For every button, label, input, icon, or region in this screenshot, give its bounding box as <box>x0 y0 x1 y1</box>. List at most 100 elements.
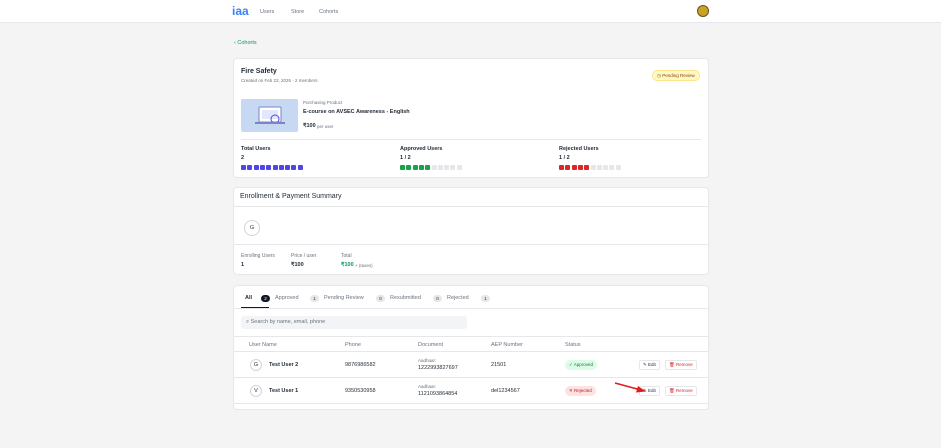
phone: 9876986582 <box>345 362 376 368</box>
status-pill: ✕ Rejected <box>565 385 596 396</box>
avatar: V <box>250 384 262 397</box>
progress-square <box>418 165 424 170</box>
progress-square <box>571 165 577 170</box>
user-name: Test User 2 <box>269 362 299 368</box>
progress-square <box>272 165 278 170</box>
progress-square <box>577 165 583 170</box>
column-header: AEP Number <box>491 342 523 348</box>
field-label: Total <box>341 253 352 259</box>
product-illustration <box>255 106 285 124</box>
product-label: Purchasing Product <box>303 100 343 105</box>
avatar: G <box>250 359 262 371</box>
doc-label: Aadhaar: <box>418 383 437 389</box>
progress-square <box>400 165 405 170</box>
progress-square <box>590 165 596 170</box>
field-label: Enrolling Users <box>241 253 275 259</box>
progress-square <box>291 165 297 170</box>
cohort-card: Fire Safety Created on Feb 23, 2026 · 2 … <box>233 58 709 178</box>
divider <box>234 377 708 378</box>
remove-button[interactable]: 🗑 Remove <box>665 385 697 396</box>
search-placeholder-text[interactable]: Search by name, email, phone <box>250 319 326 325</box>
progress-square <box>431 165 437 170</box>
nav-link[interactable]: Store <box>291 9 305 15</box>
back-link-text[interactable]: Cohorts <box>237 40 257 46</box>
stat-label: Rejected Users <box>559 146 599 152</box>
doc-label: Aadhaar: <box>418 358 437 363</box>
status-badge-text: Pending Review <box>662 73 695 78</box>
tab-count[interactable]: 1 <box>481 294 490 302</box>
edit-button[interactable]: ✎ Edit <box>639 360 660 370</box>
progress-square <box>247 165 253 170</box>
user-name: Test User 1 <box>269 387 299 394</box>
product-unit: per user <box>317 124 334 129</box>
tab[interactable]: Rejected <box>447 295 469 301</box>
progress-square <box>266 165 272 170</box>
doc-number: 1222993827697 <box>418 365 458 371</box>
summary-title: Enrollment & Payment Summary <box>240 193 342 200</box>
progress-square <box>278 165 284 170</box>
field-label: Price / user <box>291 253 317 259</box>
edit-button[interactable]: ✎ Edit <box>639 385 660 396</box>
field-value: ₹100 <box>291 262 304 268</box>
tab-count[interactable]: 1 <box>310 294 319 302</box>
progress-square <box>412 165 418 170</box>
user-avatar[interactable] <box>697 5 709 17</box>
tab[interactable]: All <box>245 295 253 301</box>
top-bar: iaa Users Store Cohorts <box>0 0 941 23</box>
progress-square <box>297 165 303 170</box>
tab-count[interactable]: 0 <box>376 294 385 302</box>
remove-text[interactable]: Remove <box>675 362 693 367</box>
status-pill: ✓ Approved <box>565 360 598 370</box>
progress-square <box>241 165 246 170</box>
progress-square <box>406 165 412 170</box>
edit-text[interactable]: Edit <box>648 362 656 367</box>
progress-square <box>609 165 615 170</box>
edit-text[interactable]: Edit <box>648 387 656 393</box>
status-text: Approved <box>573 362 594 367</box>
product-image <box>241 99 298 132</box>
divider <box>234 336 708 337</box>
divider <box>234 351 708 352</box>
remove-text[interactable]: Remove <box>675 387 693 393</box>
cohort-title: Fire Safety <box>241 68 277 75</box>
progress-square <box>450 165 456 170</box>
tab-count[interactable]: 0 <box>433 294 442 302</box>
progress-square <box>565 165 571 170</box>
back-link[interactable]: ‹ Cohorts <box>234 40 257 46</box>
remove-button[interactable]: 🗑 Remove <box>665 360 697 370</box>
product-price: ₹100 <box>303 123 316 129</box>
column-header: Status <box>565 342 581 348</box>
status-badge: ◷ Pending Review <box>652 70 700 81</box>
progress-square <box>456 165 462 170</box>
progress-square <box>285 165 291 170</box>
tab[interactable]: Pending Review <box>324 295 364 301</box>
divider <box>234 244 708 245</box>
nav-link[interactable]: Cohorts <box>319 9 339 15</box>
column-header: User Name <box>249 342 277 348</box>
field-value: ₹100 <box>341 262 354 268</box>
progress-square <box>615 165 621 170</box>
stat-value: 2 <box>241 155 245 161</box>
logo[interactable]: iaa <box>232 4 249 18</box>
progress-square <box>444 165 450 170</box>
progress-square <box>596 165 602 170</box>
search-placeholder[interactable]: ⌕ Search by name, email, phone <box>246 319 326 325</box>
stat-value: 1 / 2 <box>400 155 411 161</box>
tab[interactable]: Approved <box>275 295 299 301</box>
field-value: 1 <box>241 262 245 268</box>
progress-square <box>253 165 259 170</box>
column-header: Phone <box>345 342 361 348</box>
progress-square <box>603 165 609 170</box>
field-note: + (taxes) <box>355 263 373 268</box>
progress-square <box>559 165 564 170</box>
divider <box>234 308 708 309</box>
tab-count[interactable]: 2 <box>261 294 270 302</box>
search-box[interactable]: ⌕ Search by name, email, phone <box>241 316 467 329</box>
progress-square <box>584 165 590 170</box>
aep-number: del1234567 <box>491 387 520 394</box>
stat-value: 1 / 2 <box>559 155 570 161</box>
nav-link[interactable]: Users <box>260 9 275 15</box>
stat-label: Total Users <box>241 146 271 152</box>
tab[interactable]: Resubmitted <box>390 295 421 301</box>
